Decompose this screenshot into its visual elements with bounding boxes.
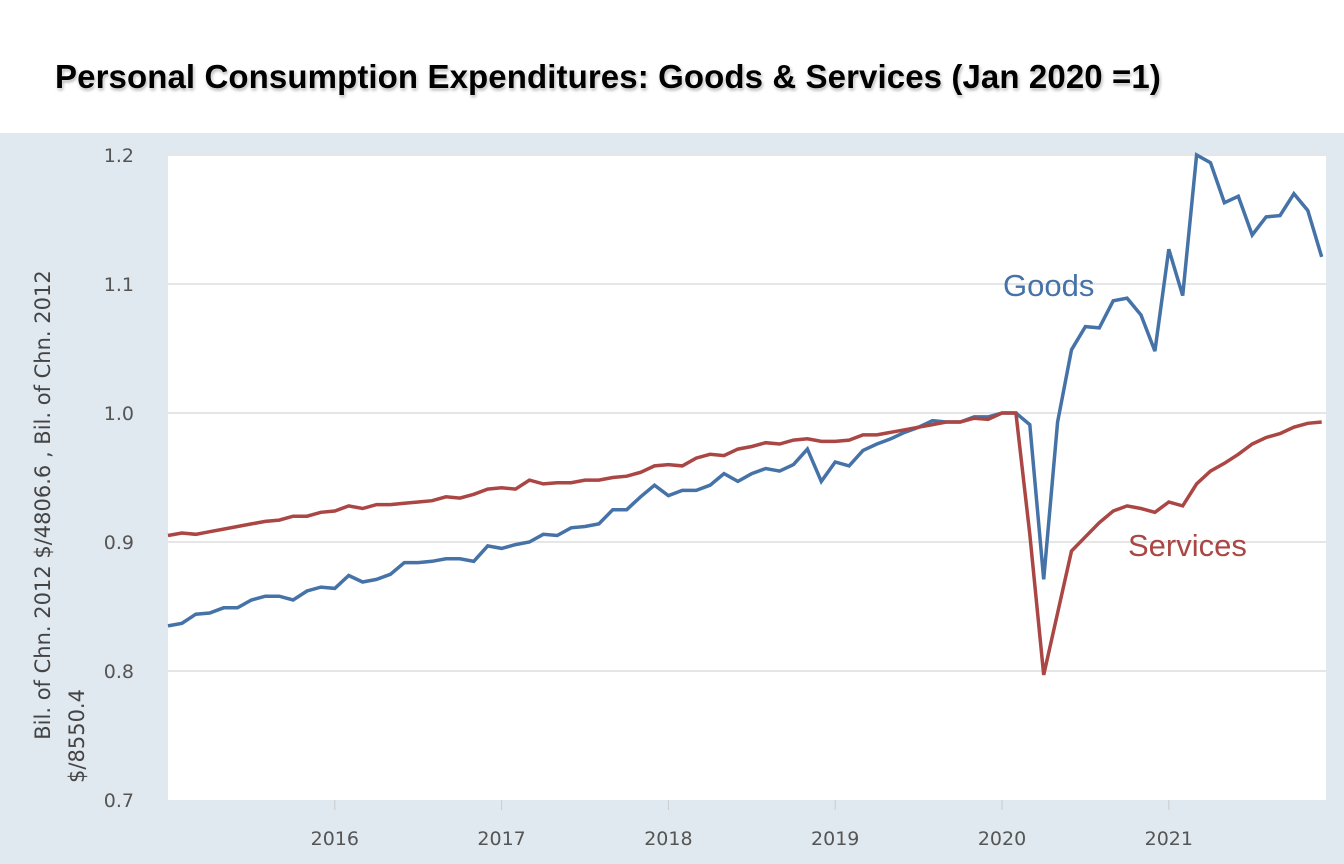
series-line-goods	[167, 152, 1324, 628]
y-tick-label: 1.2	[104, 145, 134, 167]
y-axis-label-line-1: Bil. of Chn. 2012 $/4806.6 , Bil. of Chn…	[31, 270, 55, 739]
x-tick-label: 2017	[477, 828, 525, 850]
y-tick-label: 1.0	[104, 403, 134, 425]
annotation-services: Services	[1128, 528, 1247, 563]
series-line-services	[167, 411, 1322, 676]
x-tick-label: 2019	[811, 828, 859, 850]
x-tick-label: 2021	[1145, 828, 1193, 850]
annotation-goods: Goods	[1003, 268, 1094, 303]
y-tick-label: 0.9	[104, 532, 134, 554]
y-tick-label: 1.1	[104, 274, 134, 296]
x-tick-label: 2018	[644, 828, 692, 850]
y-tick-label: 0.8	[104, 661, 134, 683]
chart-title: Personal Consumption Expenditures: Goods…	[55, 58, 1161, 95]
y-axis-label-line-2: $/8550.4	[65, 689, 89, 783]
x-tick-label: 2016	[311, 828, 359, 850]
x-tick-label: 2020	[978, 828, 1026, 850]
y-tick-label: 0.7	[104, 790, 134, 812]
